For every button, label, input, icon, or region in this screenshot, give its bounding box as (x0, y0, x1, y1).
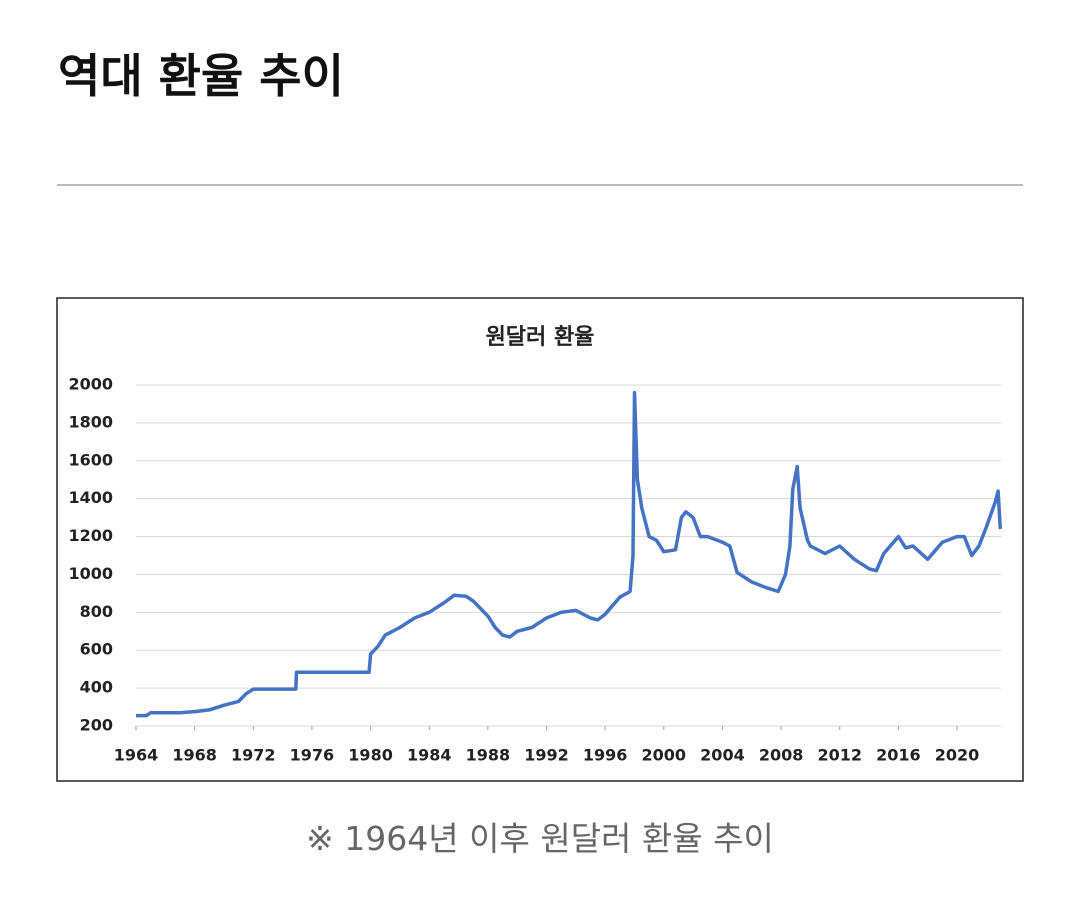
x-tick-label: 2020 (935, 746, 980, 765)
chart-title: 원달러 환율 (486, 325, 595, 350)
y-tick-label: 1600 (68, 450, 113, 469)
y-tick-label: 400 (80, 678, 113, 697)
divider (57, 184, 1023, 186)
x-tick-label: 2012 (817, 746, 862, 765)
x-tick-label: 1972 (231, 746, 276, 765)
x-tick-label: 1976 (290, 746, 335, 765)
x-tick-label: 2000 (642, 746, 687, 765)
x-tick-label: 1996 (583, 746, 628, 765)
y-tick-label: 600 (80, 640, 113, 659)
y-tick-label: 1400 (68, 488, 113, 507)
page-title: 역대 환율 추이 (58, 49, 344, 103)
data-line (136, 390, 1003, 718)
x-tick-label: 1964 (114, 746, 159, 765)
y-tick-label: 1800 (68, 412, 113, 431)
y-tick-label: 1000 (68, 564, 113, 583)
x-tick-label: 1984 (407, 746, 452, 765)
caption: ※ 1964년 이후 원달러 환율 추이 (306, 819, 774, 858)
x-tick-label: 1992 (524, 746, 569, 765)
x-tick-label: 2008 (759, 746, 804, 765)
y-tick-label: 200 (80, 716, 113, 735)
x-tick-label: 1988 (466, 746, 511, 765)
x-tick-label: 1968 (172, 746, 217, 765)
x-tick-label: 2004 (700, 746, 745, 765)
x-tick-label: 2016 (876, 746, 921, 765)
chart: 원달러 환율 200 400 600 800 1000 1200 1400 1600 1800 2… (56, 297, 1024, 782)
y-tick-label: 2000 (68, 375, 113, 394)
chart-frame (56, 297, 1024, 782)
y-tick-label: 1200 (68, 526, 113, 545)
y-tick-label: 800 (80, 602, 113, 621)
x-tick-label: 1980 (348, 746, 393, 765)
